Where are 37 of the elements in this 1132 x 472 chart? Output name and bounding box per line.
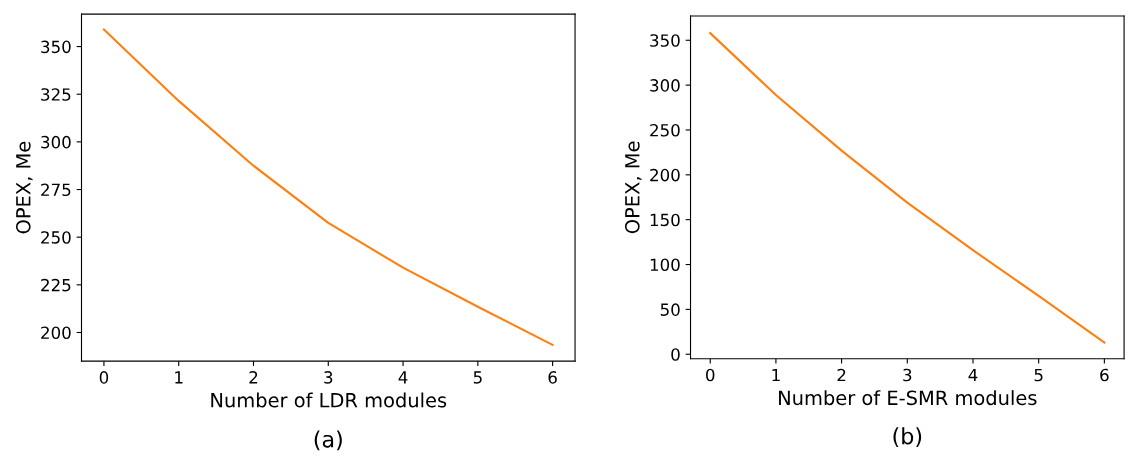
y-tick-label: 200 <box>41 326 71 340</box>
x-tick-label: 6 <box>1100 368 1109 382</box>
x-tick-label: 4 <box>968 368 978 382</box>
x-tick-label: 3 <box>903 368 912 382</box>
y-tick-label: 100 <box>650 258 680 272</box>
y-tick-label: 225 <box>41 278 71 292</box>
y-tick-label: 250 <box>41 231 71 244</box>
line-series <box>709 32 1106 344</box>
x-axis-title: Number of E-SMR modules <box>779 390 1037 406</box>
y-tick-label: 150 <box>650 213 680 227</box>
x-tick-label: 5 <box>1034 368 1043 382</box>
text: (b) <box>893 427 922 448</box>
text: (a) <box>314 430 342 451</box>
y-tick-label: 300 <box>650 79 680 92</box>
line-series <box>102 28 554 346</box>
x-tick-label: 2 <box>837 368 846 382</box>
y-tick-label: 200 <box>650 168 680 182</box>
y-axis-title: OPEX, Me <box>624 141 642 234</box>
x-tick-label: 5 <box>473 371 482 384</box>
x-tick-label: 0 <box>706 368 715 382</box>
y-tick-label: 0 <box>671 348 680 361</box>
y-tick-label: 350 <box>650 34 680 47</box>
y-tick-label: 250 <box>650 123 680 137</box>
x-axis-title: Number of LDR modules <box>211 392 447 408</box>
y-tick-label: 275 <box>41 183 71 197</box>
y-tick-label: 350 <box>41 40 71 54</box>
x-tick-label: 6 <box>548 371 557 384</box>
x-tick-label: 3 <box>324 371 333 384</box>
x-tick-label: 0 <box>99 371 109 384</box>
y-tick-label: 325 <box>41 88 71 101</box>
x-tick-label: 2 <box>249 371 258 384</box>
x-tick-label: 4 <box>398 371 408 384</box>
y-tick-label: 300 <box>41 135 71 149</box>
y-tick-label: 50 <box>660 303 680 316</box>
x-tick-label: 1 <box>772 368 780 382</box>
x-tick-label: 1 <box>175 371 183 384</box>
y-axis-title: OPEX, Me <box>15 141 33 234</box>
